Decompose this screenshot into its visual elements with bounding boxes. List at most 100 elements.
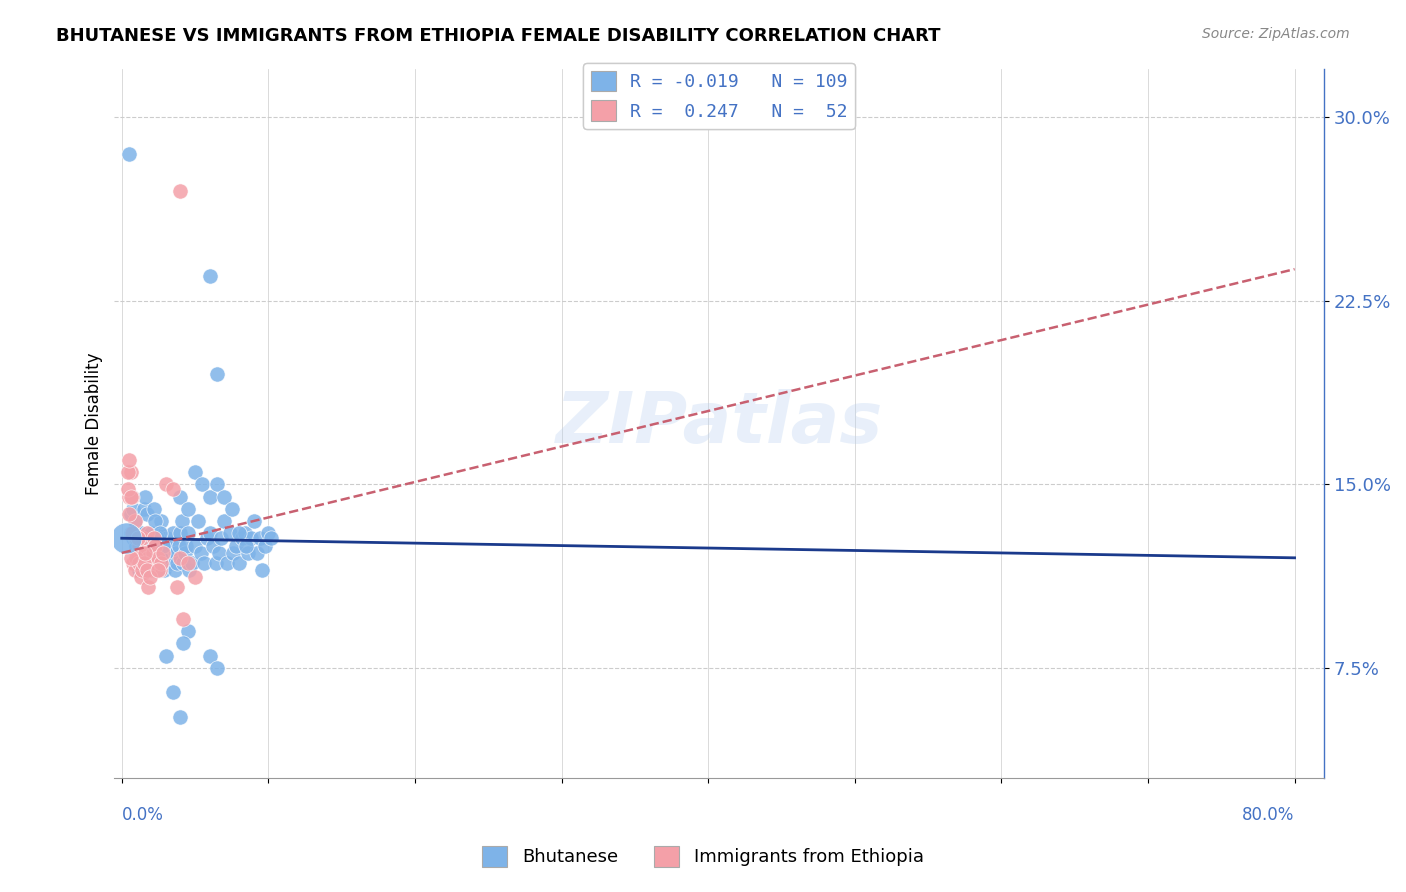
Point <box>225 539 247 553</box>
Point <box>254 539 277 553</box>
Point <box>198 648 221 663</box>
Point <box>235 539 257 553</box>
Point <box>138 570 160 584</box>
Point <box>260 531 283 545</box>
Point <box>139 526 162 541</box>
Point <box>120 490 142 504</box>
Point <box>201 539 224 553</box>
Point <box>127 539 149 553</box>
Point <box>160 539 183 553</box>
Point <box>118 453 141 467</box>
Point <box>145 514 167 528</box>
Point <box>129 526 152 541</box>
Point <box>231 531 253 545</box>
Point <box>129 556 152 570</box>
Point <box>131 531 153 545</box>
Point <box>120 507 142 521</box>
Point <box>152 546 174 560</box>
Point <box>120 526 142 541</box>
Point <box>252 563 274 577</box>
Point <box>228 556 250 570</box>
Point <box>153 563 176 577</box>
Point <box>246 546 269 560</box>
Point <box>184 570 207 584</box>
Point <box>155 550 177 565</box>
Point <box>198 269 221 284</box>
Text: BHUTANESE VS IMMIGRANTS FROM ETHIOPIA FEMALE DISABILITY CORRELATION CHART: BHUTANESE VS IMMIGRANTS FROM ETHIOPIA FE… <box>56 27 941 45</box>
Point <box>145 563 167 577</box>
Point <box>121 490 143 504</box>
Point <box>127 531 149 545</box>
Y-axis label: Female Disability: Female Disability <box>86 352 103 494</box>
Point <box>120 465 142 479</box>
Point <box>219 526 242 541</box>
Point <box>166 580 188 594</box>
Point <box>205 661 228 675</box>
Point <box>141 563 163 577</box>
Point <box>135 526 157 541</box>
Point <box>136 526 159 541</box>
Point <box>138 563 160 577</box>
Point <box>128 539 150 553</box>
Point <box>209 531 232 545</box>
Point <box>172 556 194 570</box>
Point <box>124 531 146 545</box>
Point <box>172 612 194 626</box>
Point <box>134 563 156 577</box>
Point <box>134 556 156 570</box>
Point <box>233 526 256 541</box>
Point <box>135 507 157 521</box>
Point <box>127 546 149 560</box>
Point <box>169 490 191 504</box>
Point <box>150 556 173 570</box>
Point <box>149 526 172 541</box>
Point <box>195 531 218 545</box>
Point <box>257 526 280 541</box>
Point <box>177 502 200 516</box>
Point <box>236 546 259 560</box>
Point <box>193 556 215 570</box>
Point <box>181 556 204 570</box>
Point <box>129 570 152 584</box>
Point <box>162 685 184 699</box>
Point <box>172 636 194 650</box>
Point <box>118 147 141 161</box>
Text: ZIPatlas: ZIPatlas <box>555 389 883 458</box>
Point <box>177 526 200 541</box>
Point <box>198 490 221 504</box>
Point <box>132 531 155 545</box>
Point <box>169 184 191 198</box>
Point <box>120 550 142 565</box>
Point <box>177 624 200 639</box>
Point <box>136 539 159 553</box>
Point <box>187 514 209 528</box>
Point <box>152 539 174 553</box>
Point <box>136 550 159 565</box>
Point <box>198 526 221 541</box>
Point <box>169 550 191 565</box>
Point <box>155 648 177 663</box>
Point <box>222 546 245 560</box>
Point <box>169 710 191 724</box>
Point <box>131 546 153 560</box>
Point <box>125 531 148 545</box>
Point <box>115 531 138 545</box>
Point <box>121 526 143 541</box>
Point <box>122 531 145 545</box>
Point <box>170 514 193 528</box>
Point <box>122 526 145 541</box>
Point <box>205 477 228 491</box>
Text: 0.0%: 0.0% <box>122 806 163 824</box>
Point <box>132 556 155 570</box>
Point <box>163 563 186 577</box>
Point <box>148 563 170 577</box>
Legend: Bhutanese, Immigrants from Ethiopia: Bhutanese, Immigrants from Ethiopia <box>475 838 931 874</box>
Point <box>148 556 170 570</box>
Point <box>146 531 169 545</box>
Point <box>177 556 200 570</box>
Point <box>204 556 226 570</box>
Point <box>128 550 150 565</box>
Point <box>221 502 243 516</box>
Point <box>165 546 187 560</box>
Point <box>214 514 236 528</box>
